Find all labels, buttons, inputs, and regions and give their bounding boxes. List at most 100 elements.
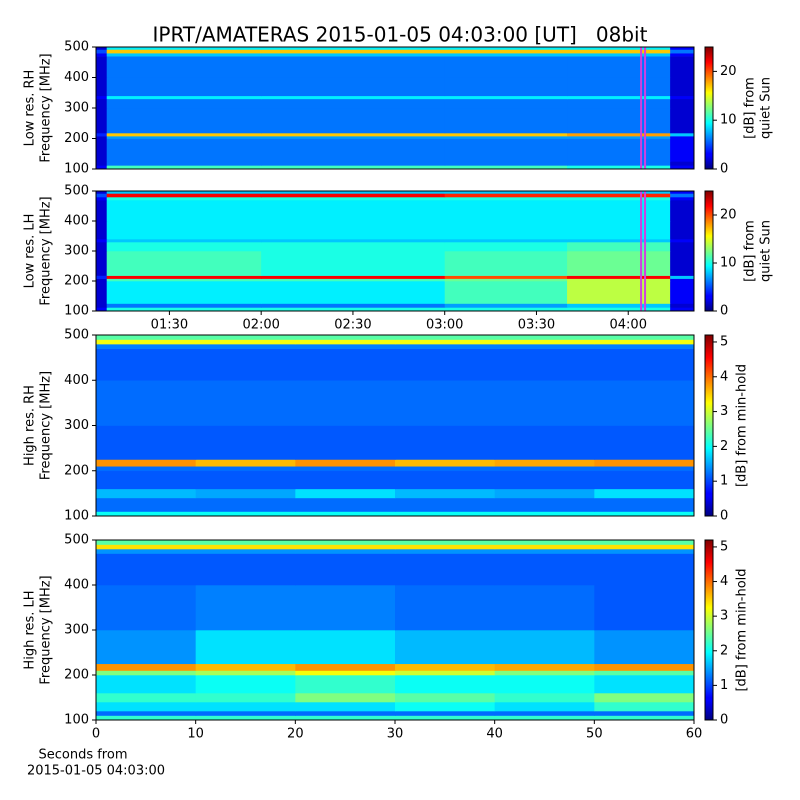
colorbar-tick-label: 0: [720, 162, 728, 177]
colorbar-label: [dB] from: [743, 220, 758, 282]
y-tick-label: 200: [64, 131, 89, 146]
heat-cell: [261, 98, 446, 109]
heat-cell: [395, 488, 496, 499]
heat-cell: [494, 702, 595, 712]
heat-cell: [670, 77, 695, 97]
heat-cell: [261, 221, 446, 240]
heat-cell: [444, 138, 568, 162]
y-tick-label: 300: [64, 244, 89, 259]
x-tick-label: 03:00: [426, 318, 463, 333]
y-tick-label: 200: [64, 668, 89, 683]
heat-cell: [295, 630, 396, 665]
y-tick-label: 500: [64, 40, 89, 55]
heat-cell: [670, 242, 695, 252]
heat-cell: [295, 585, 396, 631]
heat-cell: [670, 49, 695, 54]
heat-cell: [96, 47, 108, 50]
y-tick-label: 500: [64, 533, 89, 548]
heat-cell: [96, 466, 197, 472]
x-tick-label: 30: [387, 727, 404, 742]
heat-cell: [261, 197, 446, 201]
heat-cell: [395, 544, 496, 550]
heat-cell: [261, 251, 446, 276]
heat-cell: [395, 459, 496, 467]
heat-cell: [594, 511, 695, 517]
heat-cell: [195, 425, 296, 460]
heat-cell: [261, 275, 446, 279]
heat-cell: [444, 281, 568, 304]
heat-cell: [395, 670, 496, 676]
heat-cell: [395, 540, 496, 545]
heat-cell: [444, 200, 568, 222]
heat-cell: [567, 49, 671, 54]
heat-cell: [567, 56, 671, 78]
heat-cell: [295, 702, 396, 712]
heat-cell: [96, 506, 197, 512]
heat-cell: [395, 663, 496, 671]
x-tick-label: 10: [187, 727, 204, 742]
heat-cell: [395, 380, 496, 426]
heat-cell: [494, 497, 595, 508]
heat-cell: [96, 197, 108, 201]
heat-cell: [96, 53, 108, 57]
heat-cell: [96, 711, 197, 716]
heat-cell: [295, 348, 396, 381]
heat-cell: [494, 425, 595, 460]
heat-cell: [96, 488, 197, 499]
heat-cell: [444, 197, 568, 201]
heat-cell: [295, 544, 396, 550]
x-tick-label: 60: [686, 727, 703, 742]
colorbar-tick-label: 4: [720, 574, 728, 589]
x-tick-label: 40: [486, 727, 503, 742]
heat-cell: [395, 702, 496, 712]
heat-cell: [444, 133, 568, 137]
heat-cell: [106, 191, 262, 194]
heat-cell: [444, 165, 568, 170]
heat-cell: [444, 275, 568, 279]
heat-cell: [295, 335, 396, 340]
heat-cell: [106, 165, 262, 170]
heat-cell: [96, 138, 108, 162]
heat-cell: [96, 344, 197, 349]
heat-cell: [261, 56, 446, 78]
heat-cell: [96, 242, 108, 252]
heat-cell: [195, 540, 296, 545]
heat-cell: [195, 553, 296, 586]
heat-cell: [195, 339, 296, 345]
colorbar-tick-label: 10: [720, 113, 737, 128]
heat-cell: [494, 540, 595, 545]
heat-cell: [594, 544, 695, 550]
heat-cell: [444, 193, 568, 198]
heat-cell: [494, 470, 595, 490]
heat-cell: [106, 138, 262, 162]
heat-cell: [594, 344, 695, 349]
heat-cell: [395, 675, 496, 694]
heat-cell: [106, 193, 262, 198]
colorbar-tick-label: 5: [720, 334, 728, 349]
heat-cell: [96, 136, 108, 139]
heat-cell: [444, 239, 568, 243]
heat-cell: [96, 663, 197, 671]
heat-cell: [96, 702, 197, 712]
heat-cell: [106, 275, 262, 279]
heat-cell: [395, 630, 496, 665]
heat-cell: [395, 549, 496, 554]
heat-cell: [494, 711, 595, 716]
colorbar-label: [dB] from min-hold: [735, 568, 750, 691]
heat-cell: [444, 49, 568, 54]
colorbar: [704, 190, 714, 312]
heat-cell: [96, 281, 108, 304]
heat-cell: [106, 77, 262, 97]
colorbar-label: quiet Sun: [759, 220, 774, 282]
heat-cell: [106, 281, 262, 304]
heat-cell: [670, 251, 695, 276]
heat-cell: [494, 715, 595, 721]
heat-cell: [96, 278, 108, 282]
heat-cell: [261, 136, 446, 139]
heat-cell: [106, 133, 262, 137]
x-tick-label: 02:00: [242, 318, 279, 333]
heat-cell: [195, 344, 296, 349]
heat-cell: [195, 466, 296, 472]
colorbar: [704, 539, 714, 721]
